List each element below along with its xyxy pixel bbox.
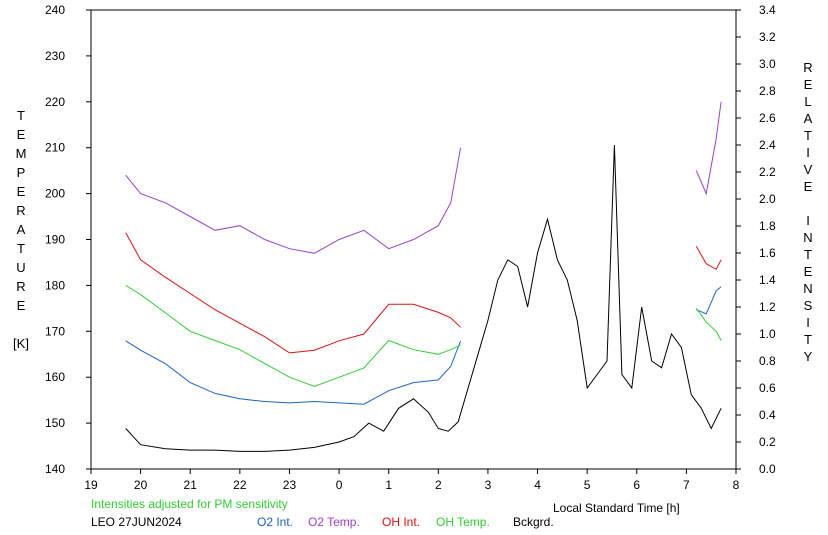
y-right-label-char: I	[806, 145, 810, 160]
x-tick-label: 4	[534, 478, 541, 492]
y-right-label-char: N	[803, 281, 812, 296]
y-right-tick-label: 0.2	[759, 435, 776, 449]
x-tick-label: 6	[633, 478, 640, 492]
y-right-tick-label: 1.0	[759, 327, 776, 341]
y-left-tick-label: 240	[45, 3, 65, 17]
y-right-label-char: I	[806, 213, 810, 228]
y-left-tick-label: 170	[45, 324, 65, 338]
series-line-bckgrd	[125, 144, 722, 452]
legend-o2-int: O2 Int.	[257, 515, 293, 529]
y-left-tick-label: 210	[45, 141, 65, 155]
x-tick-label: 19	[84, 478, 98, 492]
y-right-label-char: E	[804, 264, 813, 279]
y-left-label-char: A	[17, 222, 26, 237]
x-tick-label: 2	[435, 478, 442, 492]
x-tick-label: 21	[184, 478, 198, 492]
y-right-label-char: A	[804, 111, 813, 126]
y-right-label-char: N	[803, 230, 812, 245]
axis-ticks: 19 20 21 22 23 0 1 2 3 4 5 6 7 8140150160170180190200…	[45, 3, 776, 492]
x-tick-label: 23	[283, 478, 297, 492]
y-left-label-char: T	[17, 108, 25, 123]
sensitivity-note: Intensities adjusted for PM sensitivity	[91, 497, 288, 511]
y-left-tick-label: 150	[45, 416, 65, 430]
y-right-label-char: V	[804, 162, 813, 177]
x-tick-label: 0	[336, 478, 343, 492]
y-left-label-char: R	[16, 279, 25, 294]
legend-bckgrd: Bckgrd.	[513, 515, 554, 529]
y-right-tick-label: 1.2	[759, 300, 776, 314]
y-right-tick-label: 3.4	[759, 3, 776, 17]
y-left-label-char: U	[16, 260, 25, 275]
y-right-label-char: Y	[804, 349, 813, 364]
y-right-tick-label: 0.4	[759, 408, 776, 422]
y-right-label-char: I	[806, 315, 810, 330]
y-right-label-char: S	[804, 298, 813, 313]
y-left-tick-label: 200	[45, 187, 65, 201]
series-line-oh-int	[125, 232, 461, 354]
y-left-label-char: M	[16, 146, 27, 161]
y-right-label-char: R	[803, 60, 812, 75]
y-left-label-char: E	[17, 298, 26, 313]
y-right-tick-label: 2.8	[759, 84, 776, 98]
y-left-label-char: E	[17, 127, 26, 142]
x-axis-label: Local Standard Time [h]	[553, 501, 680, 515]
series-line-o2-int	[125, 340, 462, 405]
y-right-tick-label: 0.6	[759, 381, 776, 395]
y-right-tick-label: 3.0	[759, 57, 776, 71]
x-tick-label: 1	[385, 478, 392, 492]
series-lines	[125, 101, 722, 452]
y-left-tick-label: 190	[45, 233, 65, 247]
y-left-tick-label: 180	[45, 278, 65, 292]
y-right-tick-label: 2.6	[759, 111, 776, 125]
y-right-tick-label: 1.8	[759, 219, 776, 233]
y-right-tick-label: 2.2	[759, 165, 776, 179]
series-line-oh-temp	[695, 308, 722, 341]
series-line-oh-temp	[125, 284, 461, 387]
series-line-o2-temp	[125, 147, 462, 254]
y-left-label-char: [K]	[13, 336, 29, 351]
y-right-tick-label: 3.2	[759, 30, 776, 44]
y-right-label-char: E	[804, 77, 813, 92]
legend-o2-temp: O2 Temp.	[308, 515, 360, 529]
y-right-tick-label: 1.6	[759, 246, 776, 260]
y-left-tick-label: 160	[45, 370, 65, 384]
y-right-label-char: T	[804, 332, 812, 347]
x-tick-label: 5	[584, 478, 591, 492]
x-tick-label: 20	[134, 478, 148, 492]
y-left-tick-label: 230	[45, 49, 65, 63]
x-tick-label: 7	[683, 478, 690, 492]
y-left-label-char: R	[16, 203, 25, 218]
y-right-tick-label: 0.8	[759, 354, 776, 368]
x-tick-label: 22	[233, 478, 247, 492]
y-right-label-char: L	[804, 94, 811, 109]
y-left-label-char: T	[17, 241, 25, 256]
x-tick-label: 3	[485, 478, 492, 492]
y-left-tick-label: 140	[45, 462, 65, 476]
y-right-tick-label: 2.0	[759, 192, 776, 206]
y-right-tick-label: 2.4	[759, 138, 776, 152]
series-line-o2-int	[696, 286, 722, 315]
y-right-tick-label: 1.4	[759, 273, 776, 287]
legend-oh-int: OH Int.	[382, 515, 420, 529]
y-left-tick-label: 220	[45, 95, 65, 109]
site-date-label: LEO 27JUN2024	[91, 515, 182, 529]
y-left-label-char: E	[17, 184, 26, 199]
legend-oh-temp: OH Temp.	[436, 515, 490, 529]
x-tick-label: 8	[733, 478, 740, 492]
y-left-label-char: P	[17, 165, 26, 180]
y-right-tick-label: 0.0	[759, 462, 776, 476]
y-right-label-char: E	[804, 179, 813, 194]
series-line-oh-int	[695, 246, 722, 270]
y-right-label-char: T	[804, 128, 812, 143]
series-line-o2-temp	[695, 101, 722, 196]
y-right-label-char: T	[804, 247, 812, 262]
